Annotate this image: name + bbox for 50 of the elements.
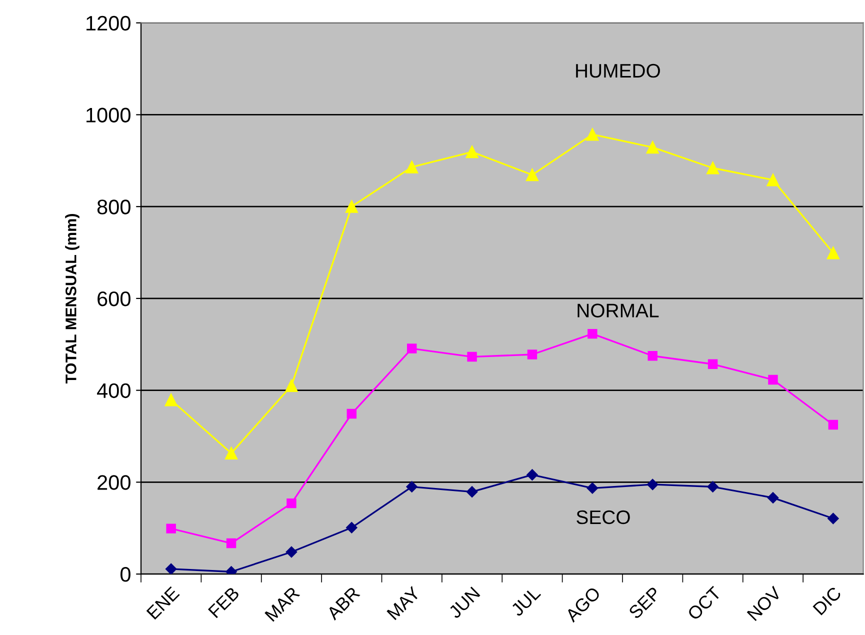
point	[768, 374, 778, 385]
point	[526, 168, 538, 182]
point	[164, 394, 178, 406]
point	[406, 481, 418, 492]
point	[767, 492, 779, 504]
series-label: SECO	[576, 510, 630, 524]
x-tick-label: FEB	[208, 586, 240, 618]
point	[826, 246, 840, 260]
point	[286, 546, 298, 558]
point	[286, 498, 296, 508]
y-tick-label: 0	[120, 567, 130, 582]
y-tick-label: 800	[97, 200, 130, 214]
point	[527, 350, 538, 360]
point	[828, 512, 839, 524]
y-tick-label: 1200	[86, 16, 130, 31]
point	[708, 359, 718, 369]
point	[346, 408, 357, 419]
point	[526, 469, 538, 480]
point	[647, 478, 658, 490]
point	[706, 162, 720, 174]
x-tick-label: SEP	[628, 586, 662, 620]
text: HUMEDO	[576, 64, 660, 78]
y-tick-label: 200	[98, 475, 130, 490]
point	[586, 482, 598, 494]
point	[406, 160, 418, 174]
point	[467, 352, 477, 362]
point	[165, 563, 177, 574]
point	[648, 351, 658, 361]
point	[646, 141, 659, 154]
x-tick-label: JUL	[510, 586, 542, 618]
point	[588, 328, 598, 339]
series-label: NORMAL	[578, 304, 659, 318]
y-tick-label: 400	[96, 383, 130, 398]
y-tick-label: 1000	[86, 108, 130, 122]
point	[225, 446, 238, 460]
point	[466, 486, 478, 498]
point	[345, 200, 358, 213]
point	[346, 522, 358, 534]
y-tick-label: 600	[98, 291, 130, 306]
point	[466, 146, 478, 158]
point	[828, 420, 838, 430]
point	[707, 481, 718, 492]
point	[586, 128, 599, 141]
point	[226, 538, 236, 548]
x-tick-label: DIC	[812, 586, 842, 616]
point	[406, 344, 417, 354]
point	[166, 524, 176, 534]
y-axis-title: TOTAL MENSUAL (mm)	[65, 214, 80, 384]
point	[766, 174, 780, 186]
point	[285, 379, 298, 392]
